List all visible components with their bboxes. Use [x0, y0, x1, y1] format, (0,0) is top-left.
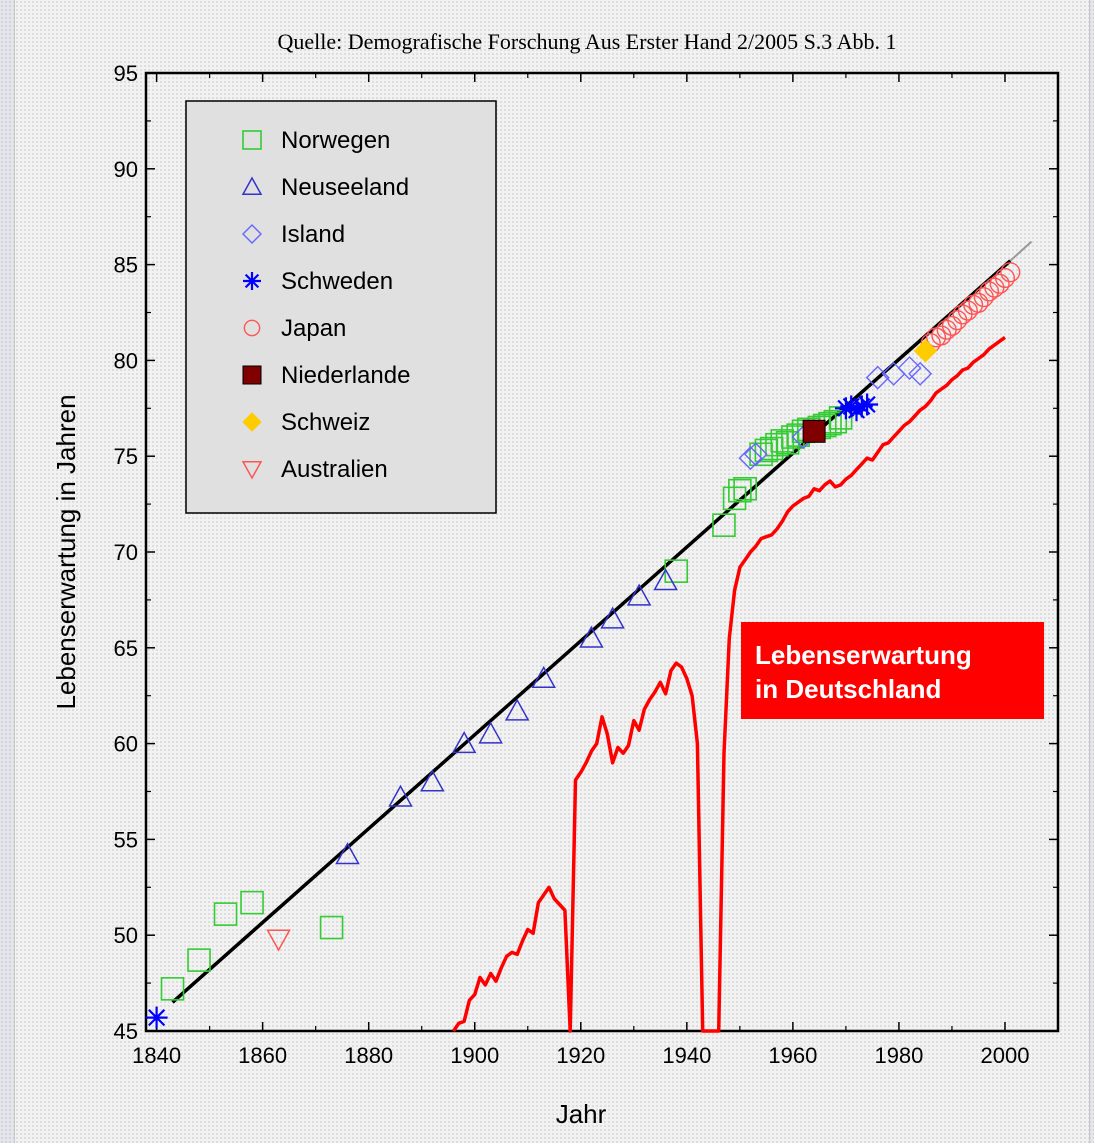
legend-marker-schweden [243, 272, 261, 290]
x-tick-label: 1880 [344, 1043, 393, 1068]
trend-extension [1009, 240, 1033, 262]
legend-marker-norwegen [242, 130, 262, 150]
germany-series [452, 335, 1007, 1033]
x-tick-label: 1900 [450, 1043, 499, 1068]
legend-label-australien: Australien [281, 456, 388, 483]
point-neuseeland [451, 731, 477, 754]
point-neuseeland [653, 568, 678, 591]
legend-marker-australien [241, 461, 263, 480]
y-tick-label: 90 [114, 157, 138, 182]
legend-marker-japan [243, 319, 261, 337]
point-neuseeland [478, 721, 503, 744]
legend-marker-island [242, 224, 262, 244]
legend-label-niederlande: Niederlande [281, 362, 410, 389]
x-tick-label: 2000 [981, 1043, 1030, 1068]
callout-box [741, 622, 1044, 719]
point-neuseeland [420, 769, 445, 792]
point-japan [947, 310, 968, 331]
y-tick-label: 70 [114, 540, 138, 565]
legend-label-norwegen: Norwegen [281, 127, 390, 154]
source-caption: Quelle: Demografische Forschung Aus Erst… [278, 29, 897, 54]
y-tick-label: 95 [114, 61, 138, 86]
y-tick-label: 65 [114, 636, 138, 661]
point-japan [968, 292, 989, 313]
trend-line [171, 240, 1033, 1004]
x-tick-label: 1980 [874, 1043, 923, 1068]
x-tick-label: 1960 [768, 1043, 817, 1068]
point-japan [989, 273, 1010, 294]
legend-label-japan: Japan [281, 315, 346, 342]
point-neuseeland [335, 842, 360, 865]
x-tick-label: 1920 [556, 1043, 605, 1068]
point-neuseeland [388, 784, 413, 807]
point-island [897, 356, 922, 381]
point-norwegen [187, 948, 211, 972]
point-neuseeland [626, 583, 652, 606]
point-neuseeland [579, 625, 604, 648]
y-tick-label: 50 [114, 923, 138, 948]
x-tick-label: 1840 [132, 1043, 181, 1068]
point-japan [984, 277, 1005, 298]
y-tick-label: 80 [114, 348, 138, 373]
legend-marker-neuseeland [241, 176, 263, 195]
point-neuseeland [531, 665, 556, 689]
point-island [738, 446, 763, 471]
callout-line-1: Lebenserwartung [755, 640, 972, 670]
legend-box [185, 100, 497, 514]
germany-callout: Lebenserwartung in Deutschland [741, 622, 1044, 719]
life-expectancy-chart: Quelle: Demografische Forschung Aus Erst… [51, 29, 1060, 1129]
point-norwegen [733, 476, 757, 501]
germany-line [452, 335, 1007, 1033]
y-tick-label: 85 [114, 253, 138, 278]
y-tick-label: 55 [114, 827, 138, 852]
point-japan [957, 300, 978, 321]
legend-label-schweiz: Schweiz [281, 409, 370, 436]
figure-frame: Quelle: Demografische Forschung Aus Erst… [14, 0, 1090, 1143]
point-island [743, 442, 768, 467]
point-norwegen [728, 478, 752, 503]
y-tick-label: 45 [114, 1019, 138, 1044]
data-points [145, 262, 1021, 1029]
y-tick-label: 60 [114, 732, 138, 757]
point-niederlande [802, 419, 826, 443]
point-schweden [145, 1006, 168, 1029]
point-island [865, 365, 890, 390]
x-tick-label: 1860 [238, 1043, 287, 1068]
point-japan [941, 315, 963, 336]
y-tick-label: 75 [114, 444, 138, 469]
legend: Norwegen Neuseeland Island Schweden Japan Nie… [185, 100, 497, 514]
point-norwegen [160, 977, 185, 1001]
callout-line-2: in Deutschland [755, 674, 941, 704]
point-schweiz [913, 339, 938, 363]
point-norwegen [712, 513, 736, 537]
y-axis-label: Lebenserwartung in Jahren [51, 394, 81, 709]
point-norwegen [319, 915, 344, 940]
trend-line-main [171, 259, 1012, 1004]
point-norwegen [240, 890, 264, 915]
point-japan [952, 304, 973, 325]
point-neuseeland [600, 606, 625, 629]
axis-ticks: 1840 1860 1880 1900 1920 1940 1960 1980 2000 45 50… [114, 61, 1058, 1068]
point-japan [1000, 262, 1021, 283]
legend-label-island: Island [281, 221, 345, 248]
point-island [908, 361, 933, 386]
legend-label-schweden: Schweden [281, 268, 393, 295]
x-tick-label: 1940 [662, 1043, 711, 1068]
point-schweden [856, 393, 879, 416]
legend-label-neuseeland: Neuseeland [281, 174, 409, 201]
point-japan [994, 267, 1016, 289]
point-neuseeland [504, 698, 530, 721]
point-australien [266, 929, 291, 952]
legend-marker-niederlande [242, 365, 262, 385]
legend-marker-schweiz [242, 412, 262, 432]
x-axis-label: Jahr [556, 1099, 607, 1129]
point-japan [979, 281, 1000, 302]
point-norwegen [213, 902, 238, 926]
